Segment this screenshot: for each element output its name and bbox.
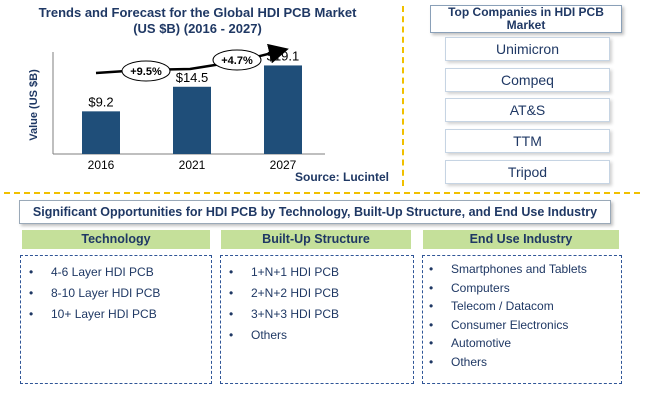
opportunities-title: Significant Opportunities for HDI PCB by…	[19, 200, 611, 224]
chart-subtitle: (US $B) (2016 - 2027)	[133, 21, 262, 36]
list-item: • 2+N+2 HDI PCB	[229, 286, 340, 300]
list-item: • 10+ Layer HDI PCB	[29, 307, 157, 321]
growth-label-1: +9.5%	[130, 66, 162, 78]
vertical-divider	[402, 6, 404, 186]
growth-label-2: +4.7%	[221, 55, 253, 67]
built-up-structure-list-box: • 1+N+1 HDI PCB • 2+N+2 HDI PCB • 3+N+3 HDI…	[220, 255, 414, 384]
technology-header: Technology	[22, 230, 210, 249]
list-item: • Automotive	[429, 336, 512, 350]
list-item: • Others	[429, 354, 488, 369]
built-up-structure-header: Built-Up Structure	[221, 230, 411, 249]
y-axis-label: Value (US $B)	[28, 69, 40, 141]
x-tick-label: 2016	[88, 158, 115, 172]
list-item: • Consumer Electronics	[429, 317, 569, 332]
list-item: • 4-6 Layer HDI PCB	[29, 265, 154, 279]
bar-2016	[82, 111, 120, 154]
chart-title: Trends and Forecast for the Global HDI P…	[5, 5, 390, 37]
technology-list-box: • 4-6 Layer HDI PCB • 8-10 Layer HDI PCB •…	[20, 255, 212, 384]
bar-value-label: $14.5	[176, 70, 209, 85]
company-ttm: TTM	[445, 129, 610, 153]
list-item: • 3+N+3 HDI PCB	[229, 307, 340, 321]
source-note: Source: Lucintel	[295, 170, 390, 184]
bar-2027	[264, 65, 302, 154]
x-tick-label: 2027	[270, 158, 297, 172]
end-use-industry-list-box: • Smartphones and Tablets • Computers • Tel…	[422, 255, 622, 384]
bar-value-label: $9.2	[88, 94, 113, 109]
bar-2021	[173, 86, 211, 154]
growth-bubble-1	[121, 60, 171, 82]
list-item: • 8-10 Layer HDI PCB	[29, 286, 161, 300]
company-ats: AT&S	[445, 98, 610, 122]
list-item: • Smartphones and Tablets	[429, 262, 587, 276]
bar-chart: Value (US $B) $9.2$14.5$19.1 2016 2021 202…	[28, 43, 325, 172]
list-item: • Computers	[429, 280, 510, 295]
chart-title-line: Trends and Forecast for the Global HDI P…	[38, 5, 357, 20]
company-compeq: Compeq	[445, 68, 610, 92]
list-item: • 1+N+1 HDI PCB	[229, 265, 340, 279]
end-use-industry-header: End Use Industry	[423, 230, 619, 249]
company-unimicron: Unimicron	[445, 37, 610, 61]
growth-bubble-2	[212, 49, 262, 71]
list-item: • Telecom / Datacom	[429, 299, 554, 313]
company-tripod: Tripod	[445, 160, 610, 184]
companies-title: Top Companies in HDI PCB Market	[430, 5, 622, 33]
list-item: • Others	[229, 328, 288, 342]
x-tick-label: 2021	[179, 158, 206, 172]
horizontal-divider	[4, 192, 640, 194]
